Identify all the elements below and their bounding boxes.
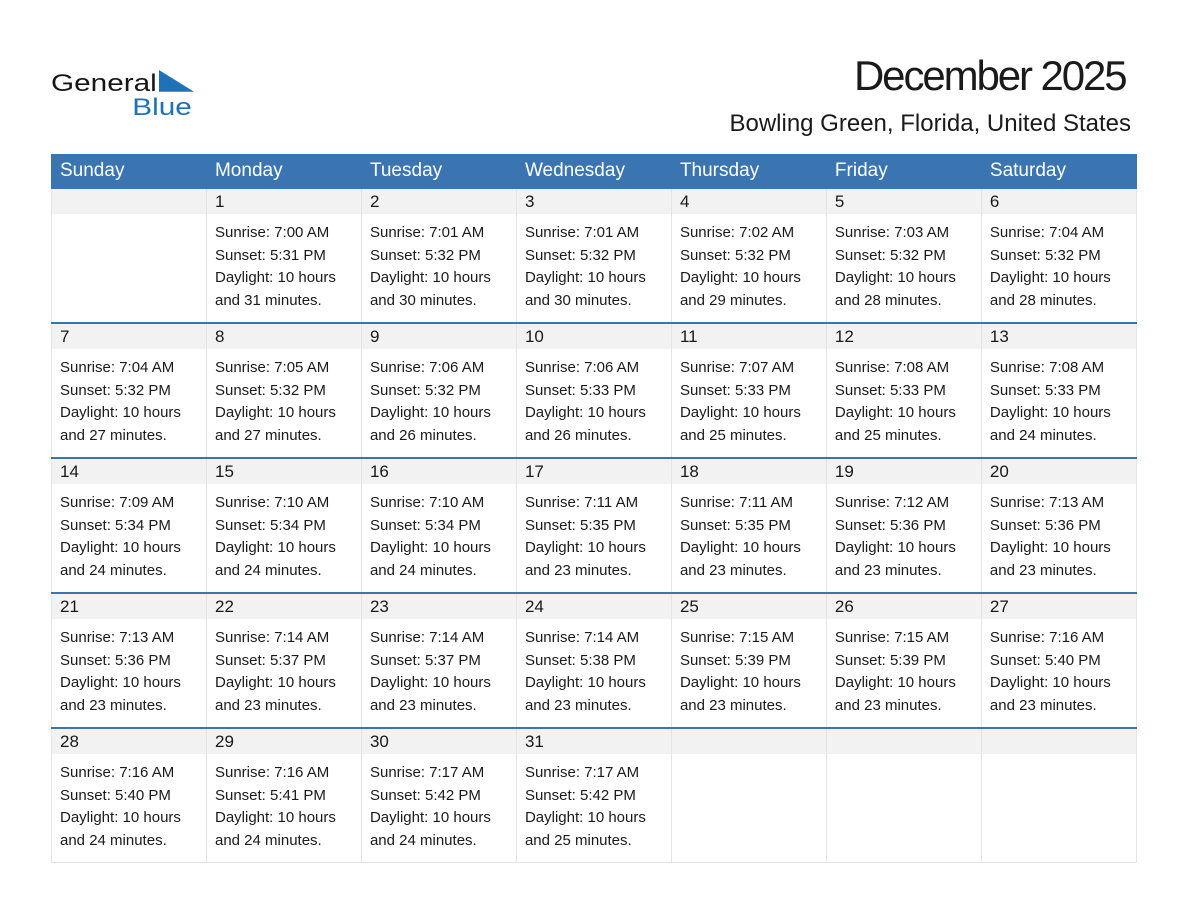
svg-text:Blue: Blue <box>132 93 192 121</box>
